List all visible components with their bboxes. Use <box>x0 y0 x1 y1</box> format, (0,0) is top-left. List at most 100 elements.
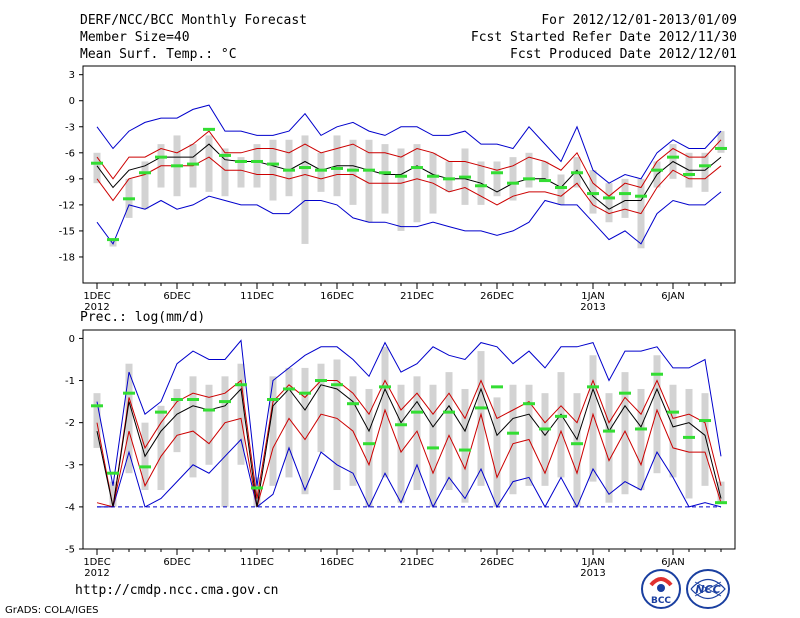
y-tick-label: -6 <box>65 148 75 159</box>
ensemble-box <box>253 144 261 188</box>
x-tick-label: 26DEC <box>480 557 514 568</box>
temperature-panel: 3 0 -3 -6 -9 -12 -15 -18 1DEC 6DEC 11DEC 16DEC 21DEC… <box>59 65 736 313</box>
ensemble-box <box>285 139 293 197</box>
ensemble-box <box>605 393 613 503</box>
forecast-range-label: For 2012/12/01-2013/01/09 <box>541 13 737 28</box>
ensemble-box <box>557 174 565 205</box>
x-tick-label: 6JAN <box>661 557 684 568</box>
ensemble-box <box>397 384 405 503</box>
x-year-label: 2013 <box>580 568 605 579</box>
ensemble-box <box>221 148 229 197</box>
ensemble-box <box>701 152 709 192</box>
plot-frame <box>82 65 736 284</box>
ensemble-box <box>173 388 181 453</box>
ensemble-box <box>365 388 373 507</box>
x-tick-label: 16DEC <box>320 291 354 302</box>
y-tick-label: -3 <box>65 460 75 471</box>
ensemble-box <box>317 152 325 192</box>
ensemble-box <box>589 170 597 214</box>
chart-title: DERF/NCC/BCC Monthly Forecast <box>80 13 307 28</box>
ensemble-box <box>125 363 133 474</box>
ensemble-box <box>621 178 629 218</box>
ensemble-box <box>205 135 213 192</box>
x-tick-label: 11DEC <box>240 557 274 568</box>
ensemble-box <box>413 376 421 491</box>
ensemble-box <box>717 481 725 503</box>
ensemble-box <box>509 157 517 201</box>
x-tick-label: 11DEC <box>240 291 274 302</box>
precip-panel-title: Prec.: log(mm/d) <box>80 310 206 325</box>
ensemble-box <box>541 393 549 486</box>
ensemble-box <box>397 148 405 231</box>
ensemble-box <box>141 161 149 210</box>
y-tick-label: 0 <box>69 96 75 107</box>
max-line <box>96 104 722 184</box>
variable-label: Mean Surf. Temp.: °C <box>80 47 237 62</box>
x-tick-label: 21DEC <box>400 557 434 568</box>
grads-credit: GrADS: COLA/IGES <box>5 605 99 616</box>
ensemble-box <box>237 363 245 465</box>
ensemble-box <box>221 376 229 507</box>
x-year-label: 2013 <box>580 302 605 313</box>
max-line <box>96 339 722 486</box>
x-tick-label: 6DEC <box>163 557 190 568</box>
x-tick-label: 26DEC <box>480 291 514 302</box>
ensemble-box <box>317 363 325 453</box>
ensemble-box <box>365 139 373 223</box>
ensemble-box <box>653 355 661 474</box>
ensemble-box <box>269 376 277 486</box>
ensemble-mean-line <box>96 143 722 210</box>
y-tick-label: -3 <box>65 122 75 133</box>
ensemble-box <box>637 388 645 491</box>
y-tick-label: -18 <box>59 252 75 263</box>
ensemble-box <box>477 351 485 486</box>
ensemble-box <box>605 183 613 223</box>
ensemble-box <box>621 372 629 495</box>
ensemble-box <box>237 157 245 188</box>
ensemble-box <box>253 477 261 507</box>
fcst-started-label: Fcst Started Refer Date 2012/11/30 <box>470 30 737 45</box>
ensemble-mean-line <box>96 384 722 508</box>
ensemble-box <box>669 384 677 478</box>
ncc-logo-text: NCC <box>695 583 720 596</box>
member-size-label: Member Size=40 <box>80 30 190 45</box>
ensemble-box <box>493 161 501 197</box>
ensemble-box <box>157 405 165 491</box>
ensemble-box <box>205 384 213 465</box>
ensemble-box <box>573 393 581 507</box>
y-tick-label: -9 <box>65 174 75 185</box>
min-line <box>96 191 722 245</box>
ensemble-box <box>557 372 565 478</box>
ensemble-box <box>285 367 293 478</box>
x-tick-label: 1DEC <box>83 557 110 568</box>
ensemble-box <box>381 144 389 214</box>
x-tick-label: 1DEC <box>83 291 110 302</box>
y-tick-label: -12 <box>59 200 75 211</box>
ensemble-box <box>509 384 517 495</box>
bcc-logo-text: BCC <box>651 596 671 606</box>
source-url: http://cmdp.ncc.cma.gov.cn <box>75 583 279 598</box>
ensemble-box <box>301 367 309 495</box>
ensemble-box <box>461 388 469 503</box>
y-tick-label: 3 <box>69 70 75 81</box>
y-tick-label: -15 <box>59 226 75 237</box>
y-tick-label: -4 <box>65 502 75 513</box>
x-tick-label: 1JAN <box>581 291 604 302</box>
x-year-label: 2012 <box>84 302 109 313</box>
ensemble-box <box>301 135 309 244</box>
precipitation-panel: 0 -1 -2 -3 -4 -5 1DEC 6DEC 11DEC 16DEC 21DEC 26DEC 1… <box>65 329 736 579</box>
y-tick-label: 0 <box>69 334 75 345</box>
min-line <box>97 438 722 509</box>
ensemble-box <box>381 346 389 478</box>
x-tick-label: 6DEC <box>163 291 190 302</box>
ensemble-box <box>525 384 533 486</box>
y-tick-label: -5 <box>65 545 75 556</box>
ensemble-box <box>701 393 709 486</box>
lower-quartile-line <box>96 408 722 508</box>
y-tick-label: -2 <box>65 418 75 429</box>
lower-quartile-line <box>96 156 722 215</box>
ensemble-box <box>429 384 437 507</box>
ensemble-box <box>445 161 453 192</box>
ensemble-box <box>685 388 693 499</box>
upper-quartile-line <box>96 130 722 197</box>
